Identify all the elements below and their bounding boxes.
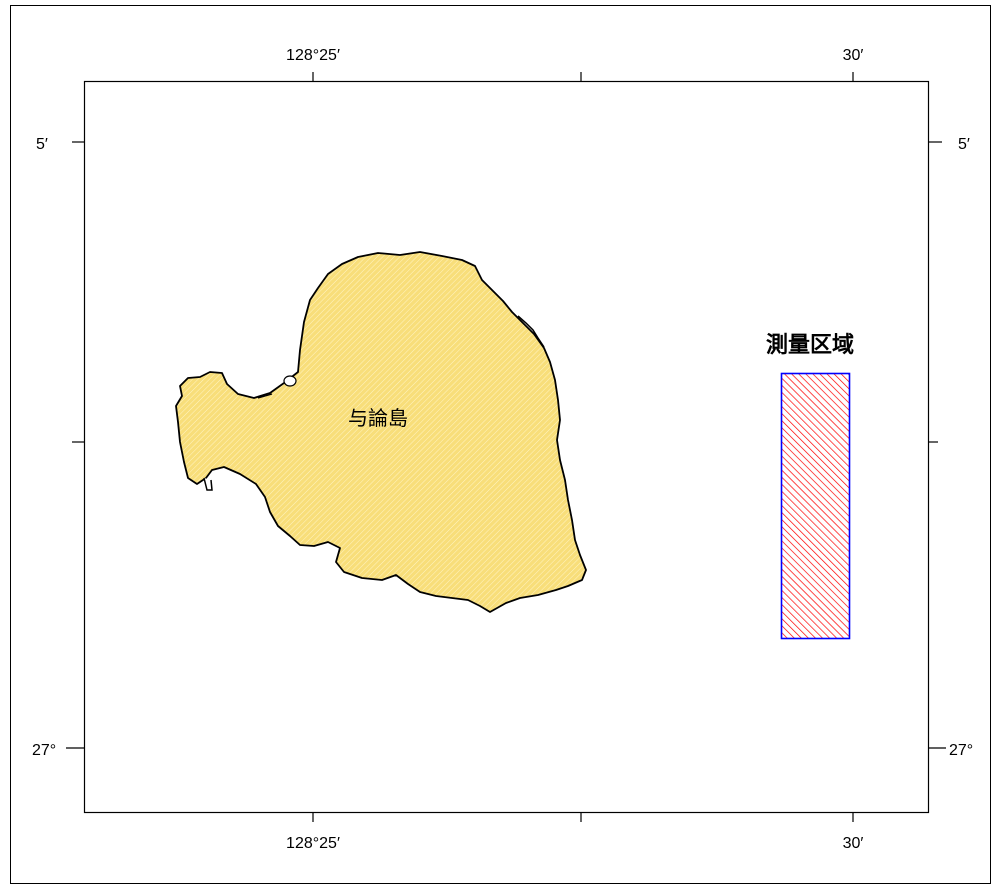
left-label-27: 27° bbox=[32, 742, 56, 759]
top-label-128-25: 128°25′ bbox=[286, 47, 340, 64]
right-label-27: 27° bbox=[949, 742, 973, 759]
bottom-label-30: 30′ bbox=[843, 835, 864, 852]
coastal-rock-mark bbox=[257, 393, 273, 399]
island-shape bbox=[175, 251, 587, 613]
survey-area-rect bbox=[780, 372, 851, 640]
map-frame bbox=[83, 80, 930, 814]
top-label-30: 30′ bbox=[843, 47, 864, 64]
survey-area: 測量区域 bbox=[766, 332, 854, 640]
outer-border bbox=[10, 5, 991, 884]
frame-ticks bbox=[66, 72, 946, 822]
left-label-5: 5′ bbox=[36, 136, 48, 153]
yoron-island: 与論島 bbox=[175, 251, 587, 613]
survey-area-label: 測量区域 bbox=[766, 332, 854, 358]
bottom-label-128-25: 128°25′ bbox=[286, 835, 340, 852]
right-label-5: 5′ bbox=[958, 136, 970, 153]
harbor-mark bbox=[203, 477, 213, 491]
island-name-label: 与論島 bbox=[348, 406, 408, 430]
island-inlet bbox=[283, 375, 297, 387]
reef-line bbox=[517, 315, 545, 348]
